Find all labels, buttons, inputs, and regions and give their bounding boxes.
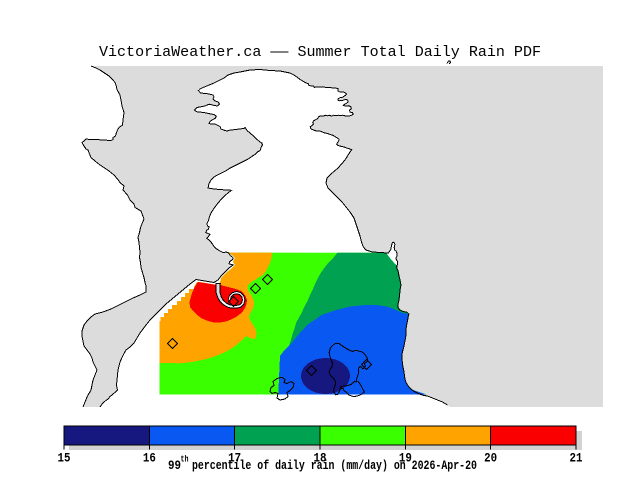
svg-text:99: 99: [168, 459, 181, 473]
svg-text:percentile of daily rain (mm/d: percentile of daily rain (mm/day) on 202…: [192, 459, 477, 473]
svg-text:21: 21: [570, 452, 583, 466]
svg-text:20: 20: [484, 452, 497, 466]
svg-text:VictoriaWeather.ca —— Summer T: VictoriaWeather.ca —— Summer Total Daily…: [99, 43, 541, 61]
svg-text:15: 15: [58, 452, 71, 466]
svg-text:18: 18: [314, 452, 327, 466]
svg-text:th: th: [181, 455, 189, 465]
svg-text:16: 16: [143, 452, 156, 466]
svg-text:17: 17: [228, 452, 241, 466]
svg-text:19: 19: [399, 452, 412, 466]
